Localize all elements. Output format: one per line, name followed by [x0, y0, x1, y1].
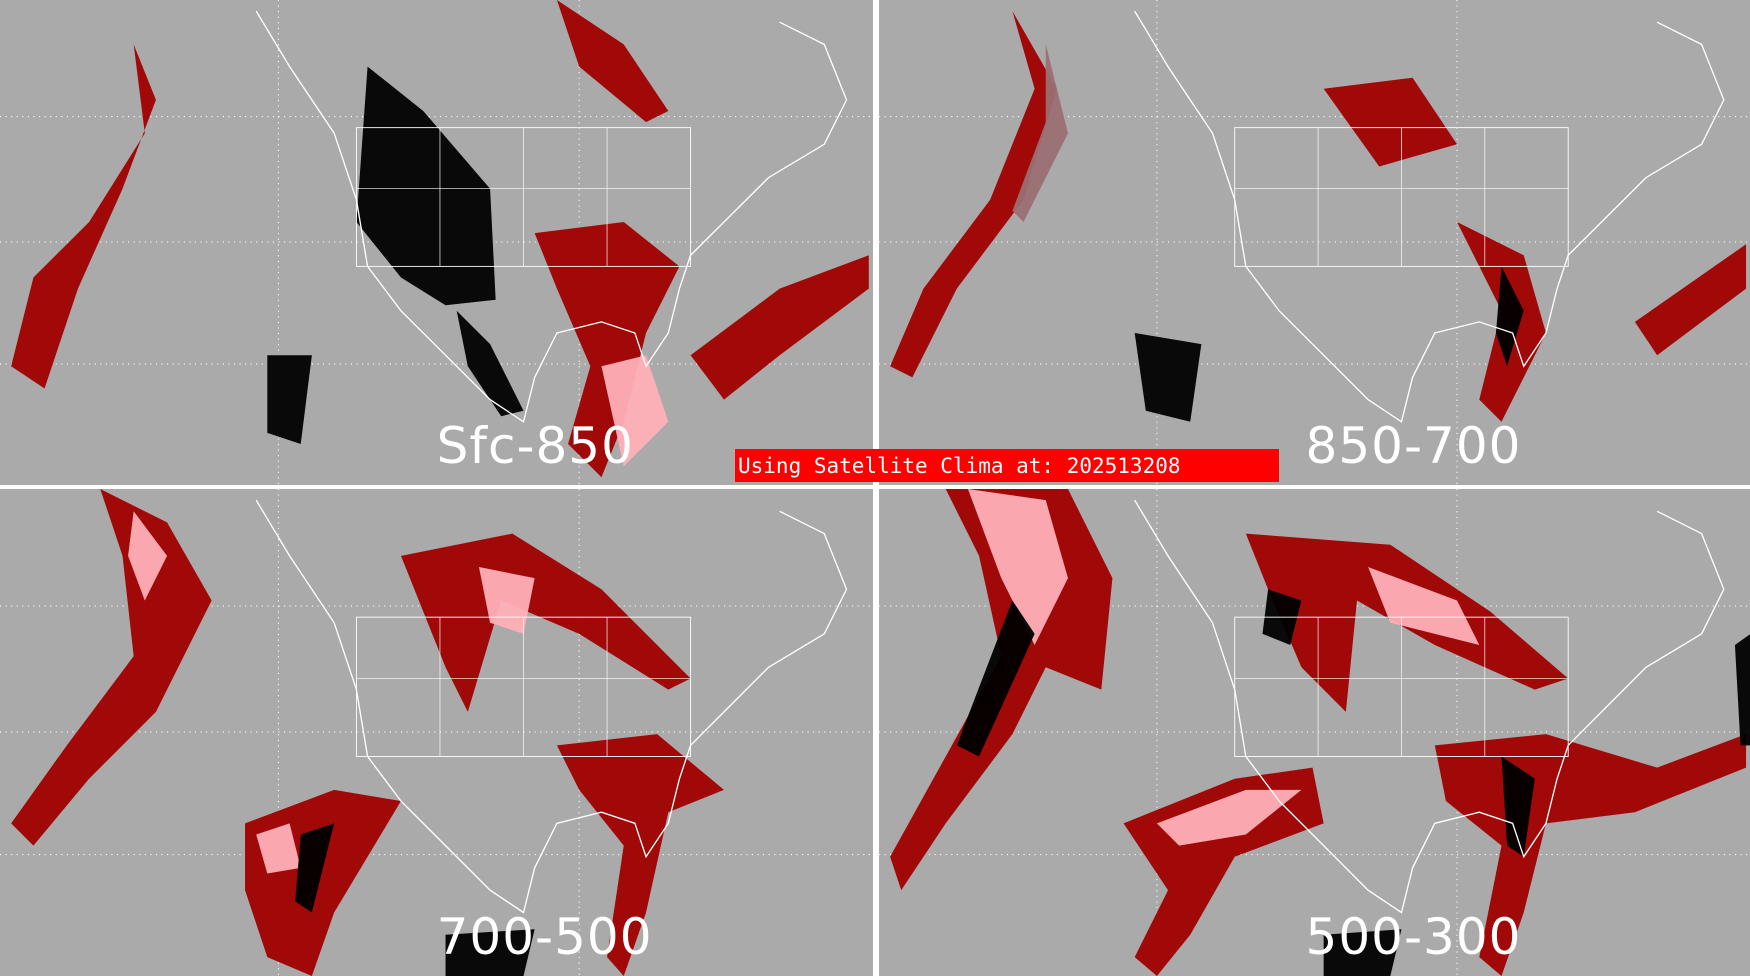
cloud-region-dark-red	[534, 221, 680, 478]
panel-850-700: 850-700	[878, 0, 1750, 486]
panel-label: 500-300	[1305, 908, 1522, 967]
cloud-region-dark-red	[889, 11, 1057, 378]
map-500-300	[878, 488, 1750, 976]
cloud-region-dark-red	[400, 533, 691, 712]
state-border-lines	[356, 127, 691, 267]
coastline-outline	[1133, 499, 1725, 914]
cloud-region-black	[956, 600, 1035, 757]
cloud-region-dark-red	[11, 488, 212, 846]
cloud-region-pink	[601, 355, 669, 467]
cloud-region-dark-red	[690, 255, 869, 400]
cloud-region-dark-red	[556, 734, 724, 976]
panel-700-500: 700-500	[0, 488, 874, 976]
cloud-region-pink	[256, 823, 301, 874]
panel-label: 850-700	[1305, 417, 1522, 476]
cloud-region-black	[1495, 266, 1524, 367]
cloud-region-dark-red	[1323, 77, 1457, 167]
cloud-region-dark-red	[1634, 244, 1746, 356]
coastline-outline	[255, 10, 848, 423]
cloud-region-black	[445, 929, 535, 976]
cloud-region-dark-red	[556, 0, 669, 123]
cloud-region-black	[1134, 332, 1201, 422]
cloud-region-black	[456, 310, 524, 417]
cloud-region-dark-red	[245, 789, 401, 976]
cloud-region-dark-red	[11, 44, 156, 389]
climatology-banner: Using Satellite Clima at: 202513208	[735, 448, 1280, 483]
cloud-region-black	[267, 355, 312, 444]
panel-500-300: 500-300	[878, 488, 1750, 976]
map-sfc-850	[0, 0, 874, 486]
map-700-500	[0, 488, 874, 976]
coastline-outline	[1133, 10, 1725, 423]
cloud-region-pink	[128, 511, 168, 601]
cloud-region-black	[295, 823, 335, 913]
panel-sfc-850: Sfc-850	[0, 0, 874, 486]
cloud-region-pink	[1156, 789, 1301, 846]
cloud-region-black	[1734, 633, 1750, 746]
cloud-region-black	[356, 66, 496, 306]
cloud-region-mauve	[1011, 44, 1068, 222]
panel-label: Sfc-850	[436, 417, 634, 476]
map-850-700	[878, 0, 1750, 486]
cloud-region-pink	[967, 488, 1068, 645]
state-border-lines	[1234, 617, 1568, 757]
coastline-outline	[255, 499, 848, 914]
cloud-region-pink	[1367, 566, 1479, 645]
cloud-region-black	[1323, 929, 1401, 976]
state-border-lines	[356, 617, 691, 757]
cloud-region-black	[1501, 756, 1535, 857]
panel-label: 700-500	[436, 908, 653, 967]
state-border-lines	[1234, 127, 1568, 267]
